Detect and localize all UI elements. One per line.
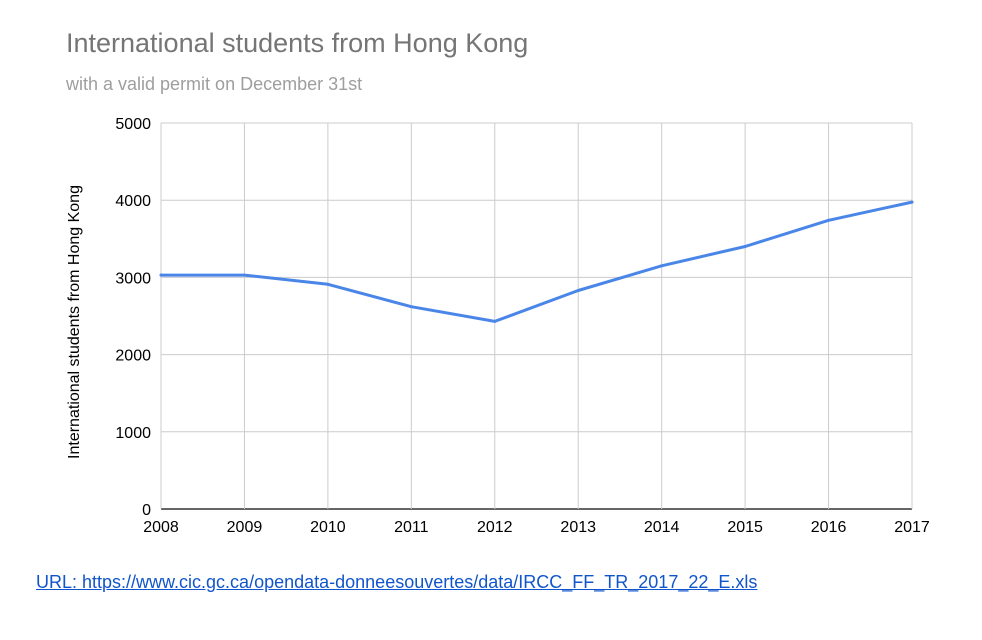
chart-subtitle: with a valid permit on December 31st bbox=[66, 74, 363, 94]
y-tick-label: 5000 bbox=[115, 116, 151, 133]
y-tick-label: 3000 bbox=[115, 270, 151, 287]
data-point bbox=[576, 289, 580, 293]
y-axis-ticks: 0 1000 2000 3000 4000 5000 bbox=[115, 116, 151, 519]
series-layer bbox=[159, 200, 914, 323]
data-point bbox=[827, 218, 831, 222]
series-line bbox=[159, 200, 914, 323]
source-url-link[interactable]: URL: https://www.cic.gc.ca/opendata-donn… bbox=[36, 572, 758, 592]
y-tick-label: 0 bbox=[142, 502, 151, 519]
x-tick-label: 2016 bbox=[811, 519, 847, 536]
data-point bbox=[326, 282, 330, 286]
x-tick-label: 2009 bbox=[227, 519, 263, 536]
data-point bbox=[660, 264, 664, 268]
y-tick-label: 1000 bbox=[115, 425, 151, 442]
x-tick-label: 2015 bbox=[727, 519, 763, 536]
x-tick-label: 2008 bbox=[143, 519, 179, 536]
y-tick-label: 4000 bbox=[115, 193, 151, 210]
data-point bbox=[743, 245, 747, 249]
x-tick-label: 2013 bbox=[560, 519, 596, 536]
x-axis-ticks: 2008 2009 2010 2011 2012 2013 2014 2015 2016 2017 bbox=[143, 519, 930, 536]
x-tick-label: 2010 bbox=[310, 519, 346, 536]
y-axis-title: International students from Hong Kong bbox=[66, 185, 83, 459]
data-point bbox=[409, 305, 413, 309]
x-tick-label: 2012 bbox=[477, 519, 513, 536]
x-tick-label: 2017 bbox=[894, 519, 930, 536]
data-point bbox=[910, 200, 914, 204]
data-point bbox=[493, 319, 497, 323]
data-point bbox=[242, 273, 246, 277]
y-tick-label: 2000 bbox=[115, 348, 151, 365]
chart-title: International students from Hong Kong bbox=[66, 28, 529, 58]
x-tick-label: 2011 bbox=[394, 519, 429, 536]
data-point bbox=[159, 273, 163, 277]
x-tick-label: 2014 bbox=[644, 519, 680, 536]
gridlines bbox=[160, 122, 913, 510]
